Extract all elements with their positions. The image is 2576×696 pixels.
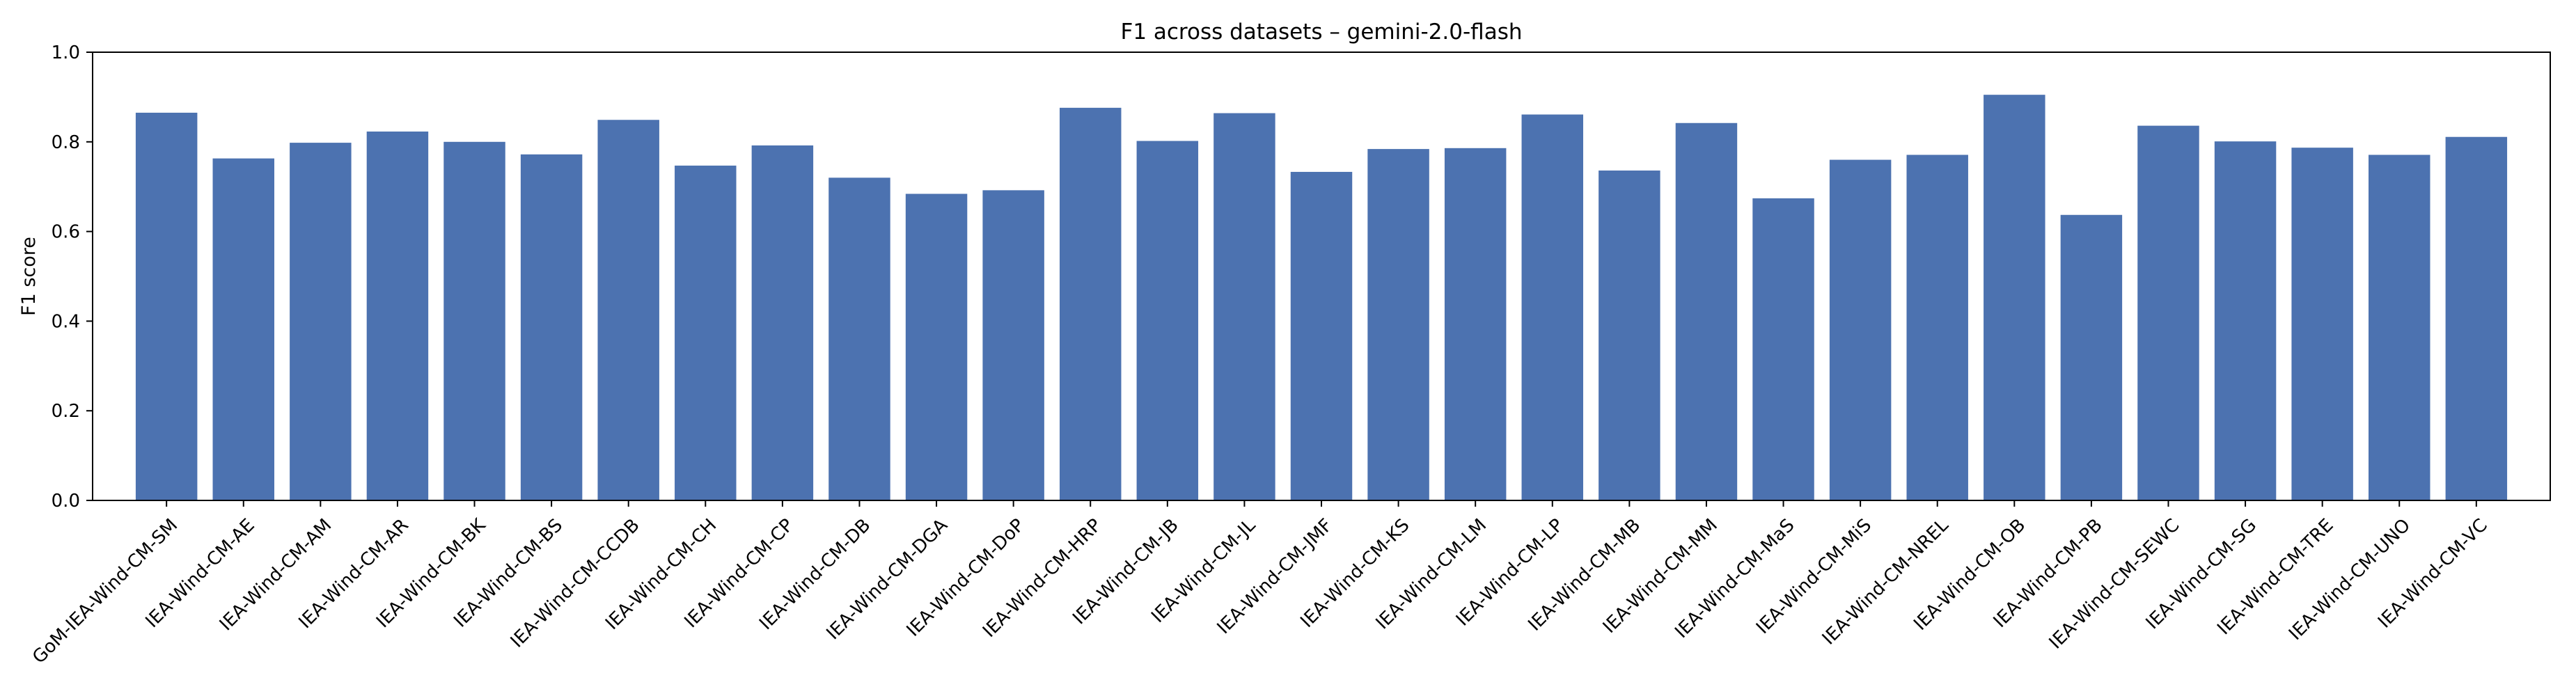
bar bbox=[1829, 159, 1892, 500]
bar bbox=[982, 190, 1044, 500]
bar bbox=[2214, 141, 2277, 500]
bar bbox=[2445, 136, 2508, 501]
bar bbox=[366, 131, 429, 501]
y-axis-ticks: 0.0 0.2 0.4 0.6 0.8 1.0 bbox=[52, 42, 93, 512]
bar bbox=[2137, 125, 2199, 500]
bar bbox=[1675, 122, 1738, 500]
bar bbox=[1521, 114, 1583, 500]
bar bbox=[1290, 171, 1353, 500]
x-tick-label: IEA-Wind-CM-SEWC bbox=[2045, 515, 2184, 654]
bar bbox=[751, 145, 814, 500]
bar bbox=[212, 158, 274, 500]
y-tick-label: 0.4 bbox=[52, 311, 80, 332]
bar bbox=[2369, 155, 2430, 501]
bar bbox=[1214, 113, 1275, 500]
bar bbox=[1136, 141, 1199, 500]
bar bbox=[135, 112, 198, 500]
bar bbox=[1367, 149, 1429, 500]
bar bbox=[290, 143, 352, 501]
bar bbox=[597, 120, 659, 501]
x-axis-ticks: GoM-IEA-Wind-CM-SMIEA-Wind-CM-AEIEA-Wind… bbox=[29, 500, 2492, 668]
chart-title: F1 across datasets – gemini-2.0-flash bbox=[1120, 19, 1522, 45]
plot-area-frame bbox=[92, 52, 2551, 501]
x-tick-label: IEA-Wind-CM-NREL bbox=[1819, 514, 1953, 649]
bar bbox=[1906, 155, 1968, 501]
bar bbox=[1984, 95, 2045, 500]
bar bbox=[1752, 198, 1814, 500]
bar bbox=[520, 154, 583, 500]
y-tick-label: 1.0 bbox=[52, 42, 80, 63]
bar bbox=[2291, 148, 2353, 501]
y-tick-label: 0.0 bbox=[52, 491, 80, 512]
bar bbox=[905, 193, 968, 500]
x-tick-label: IEA-Wind-CM-CCDB bbox=[507, 515, 644, 652]
bars bbox=[135, 95, 2508, 501]
bar bbox=[828, 177, 890, 500]
bar bbox=[675, 165, 737, 500]
y-tick-label: 0.2 bbox=[52, 401, 80, 422]
bar bbox=[1599, 171, 1660, 500]
bar bbox=[443, 141, 505, 501]
x-tick-label: GoM-IEA-Wind-CM-SM bbox=[29, 515, 182, 668]
bar bbox=[1060, 107, 1122, 501]
y-axis-label: F1 score bbox=[18, 237, 40, 316]
bar bbox=[1444, 148, 1507, 500]
y-tick-label: 0.8 bbox=[52, 132, 80, 153]
y-tick-label: 0.6 bbox=[52, 222, 80, 243]
bar bbox=[2060, 214, 2123, 500]
